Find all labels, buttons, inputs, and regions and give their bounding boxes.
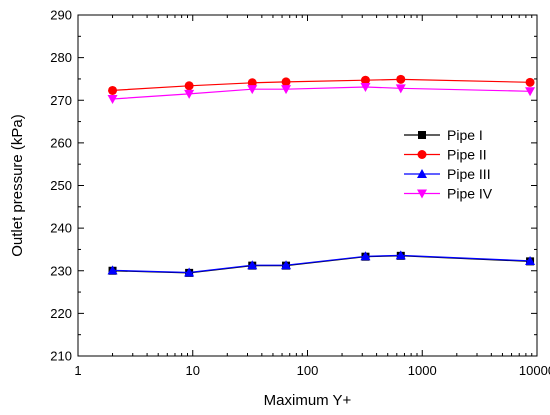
- data-point: [395, 84, 406, 94]
- data-point: [184, 267, 195, 277]
- data-point: [108, 85, 118, 95]
- legend-swatch-marker: [417, 189, 427, 199]
- data-point: [281, 77, 291, 87]
- x-tick-label: 100: [297, 363, 319, 378]
- legend: Pipe I Pipe II Pipe III Pipe IV: [404, 127, 493, 202]
- legend-item: Pipe IV: [404, 186, 493, 202]
- series-3: [107, 250, 536, 277]
- y-axis-title: Outlet pressure (kPa): [9, 114, 26, 257]
- legend-swatch-marker: [417, 150, 427, 159]
- legend-label: Pipe I: [447, 127, 483, 143]
- data-point: [395, 250, 406, 260]
- x-tick-label: 10000: [519, 363, 550, 378]
- series-2: [108, 74, 535, 95]
- y-tick-label: 220: [50, 306, 72, 321]
- data-point: [247, 85, 258, 95]
- data-point: [360, 83, 371, 93]
- data-point: [360, 75, 370, 85]
- x-axis-title: Maximum Y+: [264, 392, 352, 409]
- data-point: [184, 89, 195, 99]
- data-point: [396, 74, 406, 84]
- legend-item: Pipe III: [404, 166, 491, 182]
- data-point: [107, 265, 118, 275]
- legend-label: Pipe III: [447, 166, 491, 182]
- y-tick-label: 290: [50, 8, 72, 23]
- y-tick-label: 260: [50, 135, 72, 150]
- legend-label: Pipe IV: [447, 186, 493, 202]
- x-tick-label: 1000: [408, 363, 437, 378]
- legend-item: Pipe I: [404, 127, 483, 143]
- y-tick-label: 280: [50, 50, 72, 65]
- data-point: [525, 77, 535, 87]
- x-tick-label: 1: [74, 363, 81, 378]
- y-tick-label: 230: [50, 263, 72, 278]
- y-tick-label: 270: [50, 93, 72, 108]
- data-point: [247, 78, 257, 88]
- data-point: [525, 255, 536, 265]
- y-tick-label: 240: [50, 221, 72, 236]
- series-layer: [107, 74, 536, 277]
- legend-label: Pipe II: [447, 147, 487, 163]
- data-point: [247, 260, 258, 270]
- legend-item: Pipe II: [404, 147, 487, 163]
- data-point: [525, 87, 536, 97]
- data-point: [184, 81, 194, 91]
- legend-swatch-marker: [417, 169, 427, 178]
- y-tick-label: 210: [50, 349, 72, 364]
- data-point: [107, 94, 118, 104]
- series-4: [107, 83, 536, 104]
- legend-swatch-marker: [418, 131, 426, 139]
- y-tick-label: 250: [50, 178, 72, 193]
- data-point: [281, 85, 292, 95]
- axis-ticks: 210 220 230 240 250 260 270 280 290 1 10 100 1000 100…: [50, 8, 550, 379]
- x-tick-label: 10: [186, 363, 200, 378]
- data-point: [281, 260, 292, 270]
- data-point: [360, 251, 371, 261]
